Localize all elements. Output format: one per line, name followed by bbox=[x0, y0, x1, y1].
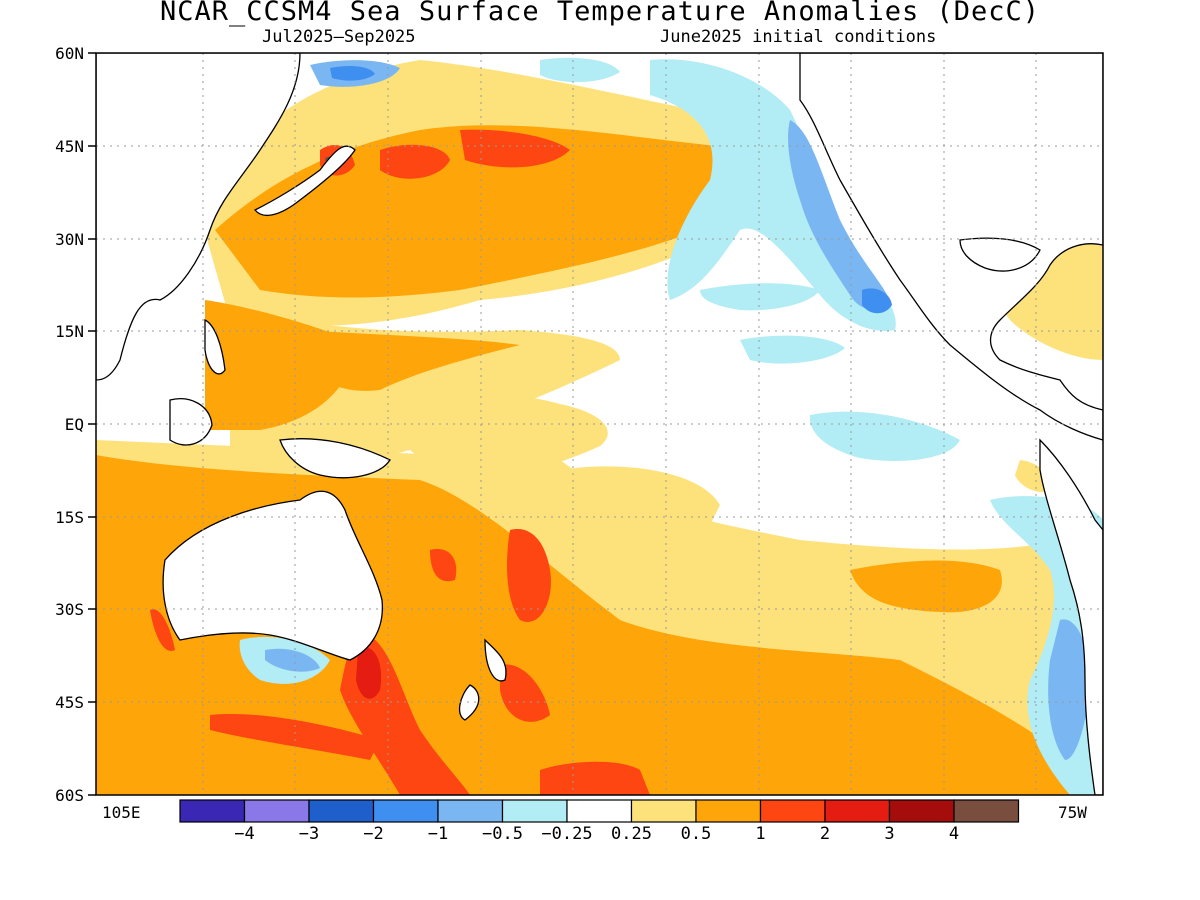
land-japan bbox=[253, 145, 356, 216]
initial-conditions: June2025 initial conditions bbox=[660, 27, 937, 47]
lon-label-west: 105E bbox=[102, 803, 141, 822]
anomaly-fields bbox=[96, 53, 1103, 795]
map-frame bbox=[88, 52, 1104, 796]
lat-label-eq: EQ bbox=[64, 415, 84, 434]
cool-mid-ca-current bbox=[788, 120, 890, 310]
cool-light-bering bbox=[540, 57, 620, 83]
warm-strong-kuroshio-1 bbox=[380, 144, 450, 179]
colorbar-tick-label: −3 bbox=[298, 824, 320, 844]
colorbar-tick-label: 0.25 bbox=[611, 824, 652, 844]
land-nz-north bbox=[484, 638, 507, 682]
colorbar-swatch bbox=[372, 799, 439, 823]
cool-strong-okhotsk bbox=[330, 66, 375, 81]
colorbar-swatch bbox=[566, 799, 633, 823]
lat-label-45n: 45N bbox=[55, 137, 84, 156]
land-philippines bbox=[204, 318, 226, 375]
warm-strong-wa bbox=[150, 609, 175, 651]
warm-light-sw bbox=[560, 466, 720, 545]
warm-strong-south-2 bbox=[540, 761, 650, 795]
warm-light-gulf bbox=[1015, 460, 1051, 493]
lat-label-30s: 30S bbox=[55, 600, 84, 619]
land-asia bbox=[96, 53, 301, 381]
lon-label-east: 75W bbox=[1058, 803, 1087, 822]
land-australia bbox=[162, 490, 384, 661]
cool-light-subtrop bbox=[700, 283, 820, 311]
colorbar-swatch bbox=[243, 799, 310, 823]
warm-strong-coral-1 bbox=[507, 529, 551, 622]
lat-label-30n: 30N bbox=[55, 230, 84, 249]
warm-mid-central bbox=[300, 330, 520, 391]
colorbar-tick-label: −0.25 bbox=[541, 824, 593, 844]
colorbar-tick-label: −2 bbox=[363, 824, 384, 844]
colorbar-swatch bbox=[824, 799, 891, 823]
lat-label-15s: 15S bbox=[55, 508, 84, 527]
colorbar-swatch bbox=[759, 799, 826, 823]
cool-light-central bbox=[740, 335, 845, 364]
warm-strong-kuroshio-2 bbox=[460, 129, 570, 168]
cool-light-east-eq bbox=[809, 411, 960, 461]
land-north-america bbox=[799, 53, 1103, 441]
forecast-period: Jul2025–Sep2025 bbox=[262, 27, 416, 47]
warm-stronger-tasman-core bbox=[356, 647, 382, 699]
chart-title: NCAR_CCSM4 Sea Surface Temperature Anoma… bbox=[159, 0, 1041, 27]
warm-strong-south-belt bbox=[210, 714, 380, 760]
colorbar-tick-label: 1 bbox=[755, 824, 766, 844]
colorbar-swatch bbox=[953, 799, 1020, 823]
warm-strong-nz-east bbox=[500, 664, 550, 722]
cool-strong-baja bbox=[862, 288, 892, 314]
colorbar bbox=[179, 799, 1020, 823]
colorbar-swatch bbox=[437, 799, 504, 823]
land-borneo bbox=[169, 398, 213, 446]
colorbar-swatch bbox=[179, 799, 246, 823]
warm-mid-se-patch bbox=[850, 560, 1002, 613]
colorbar-swatch bbox=[888, 799, 955, 823]
lat-label-60s: 60S bbox=[55, 786, 84, 805]
warm-strong-coral-2 bbox=[430, 549, 457, 582]
colorbar-tick-label: 3 bbox=[884, 824, 895, 844]
colorbar-tick-label: −4 bbox=[234, 824, 255, 844]
land-nz-south bbox=[458, 684, 480, 721]
colorbar-swatch bbox=[501, 799, 568, 823]
colorbar-tick-label: −1 bbox=[427, 824, 449, 844]
colorbar-tick-label: 0.5 bbox=[680, 824, 712, 844]
cool-mid-bight bbox=[265, 648, 320, 672]
colorbar-tick-label: 4 bbox=[948, 824, 960, 844]
land-new-guinea bbox=[279, 438, 391, 479]
lat-label-45s: 45S bbox=[55, 693, 84, 712]
lat-label-15n: 15N bbox=[55, 322, 84, 341]
colorbar-tick-label: −0.5 bbox=[482, 824, 523, 844]
colorbar-swatch bbox=[630, 799, 697, 823]
lat-label-60n: 60N bbox=[55, 44, 84, 63]
colorbar-swatch bbox=[308, 799, 375, 823]
land-south-america bbox=[1039, 438, 1103, 795]
colorbar-swatch bbox=[695, 799, 762, 823]
colorbar-tick-label: 2 bbox=[819, 824, 831, 844]
cool-mid-chile bbox=[1048, 619, 1090, 760]
map-gridlines bbox=[96, 53, 1103, 795]
